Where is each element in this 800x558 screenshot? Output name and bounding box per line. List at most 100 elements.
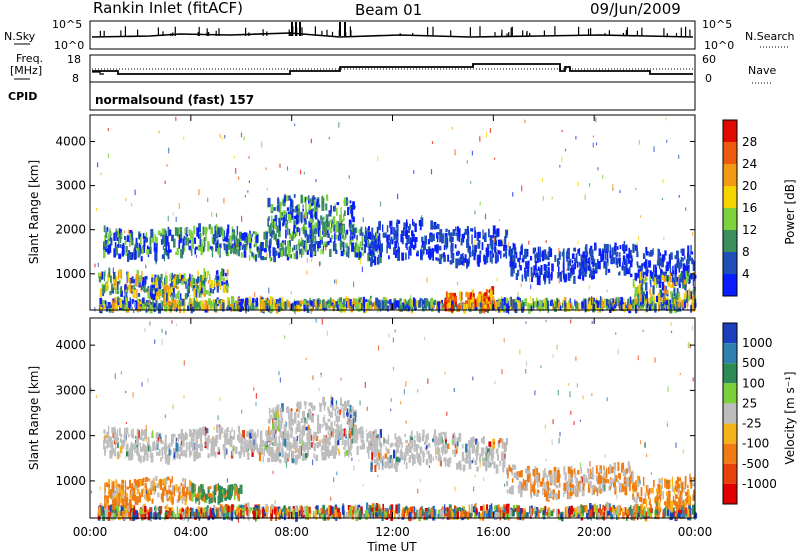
echo-cell [129,252,132,260]
echo-cell [184,278,186,281]
echo-cell [171,273,173,280]
echo-cell [205,278,207,281]
echo-cell [520,265,522,270]
echo-cell [294,245,296,250]
echo-cell [166,236,168,243]
echo-cell [273,207,276,211]
echo-cell [180,293,181,300]
echo-cell [271,204,274,211]
scatter-echo [559,278,560,284]
echo-cell [395,301,397,309]
echo-cell [529,506,530,514]
cpid-panel: CPID normalsound (fast) 157 [8,82,695,110]
scatter-echo [494,237,495,243]
echo-cell [554,299,555,306]
echo-cell [320,215,322,220]
echo-cell [219,284,221,290]
echo-cell [320,304,322,307]
echo-cell [228,244,231,250]
echo-cell [322,240,323,243]
echo-cell [490,290,493,298]
scatter-echo [566,269,567,271]
echo-cell [389,242,391,249]
echo-cell [618,272,620,275]
scatter-echo [97,162,98,167]
scatter-echo [593,136,594,138]
scatter-echo [559,165,560,168]
echo-cell [422,249,423,256]
echo-cell [644,508,646,516]
echo-cell [242,508,245,511]
echo-cell [576,253,578,263]
echo-cell [627,510,629,515]
scatter-echo [497,249,498,255]
echo-cell [422,299,424,306]
y-tick-label: 4000 [55,134,86,148]
echo-cell [437,224,440,229]
echo-cell [333,428,334,437]
colorbar-level-label: 12 [742,223,757,237]
echo-cell [630,260,633,267]
echo-cell [311,442,313,447]
echo-cell [685,271,687,277]
echo-cell [206,290,208,294]
echo-cell [335,301,338,308]
echo-cell [590,249,592,253]
echo-cell [139,275,142,282]
echo-cell [536,304,537,308]
echo-cell [207,244,209,251]
echo-cell [405,253,407,260]
echo-cell [451,255,454,264]
echo-cell [551,272,553,278]
echo-cell [110,505,112,511]
echo-cell [558,509,559,514]
echo-cell [486,510,488,514]
echo-cell [342,506,344,515]
echo-cell [601,251,604,261]
echo-cell [158,507,160,511]
scatter-echo [278,240,279,246]
echo-cell [633,506,635,511]
colorbar-swatch [723,252,737,274]
echo-cell [233,306,235,311]
echo-cell [495,512,498,520]
echo-cell [334,232,335,242]
echo-cell [241,252,243,257]
echo-cell [252,303,255,310]
echo-cell [358,230,360,234]
scatter-echo [287,167,288,171]
echo-cell [492,253,494,257]
scatter-echo [128,230,129,235]
echo-cell [488,509,490,518]
echo-cell [117,290,119,294]
echo-cell [238,426,240,432]
echo-cell [301,446,302,456]
echo-cell [626,305,627,308]
echo-cell [284,505,286,514]
echo-cell [301,248,302,257]
echo-cell [513,265,514,269]
echo-cell [292,248,294,252]
echo-cell [277,199,279,204]
scatter-echo [166,164,167,166]
power-cbar-label: Power [dB] [783,179,797,244]
echo-cell [118,236,120,241]
echo-cell [569,275,571,278]
echo-cell [419,509,422,517]
echo-cell [296,205,298,211]
echo-cell [302,240,305,247]
echo-cell [502,506,504,510]
echo-cell [309,204,312,210]
echo-cell [504,297,506,305]
echo-cell [613,512,615,517]
scatter-echo [94,264,95,268]
echo-cell [438,246,441,251]
echo-cell [146,289,148,293]
echo-cell [201,301,204,311]
echo-cell [326,195,328,201]
nsky-label: N.Sky [4,30,36,43]
echo-cell [159,449,161,456]
echo-cell [327,233,330,238]
echo-cell [289,229,290,235]
